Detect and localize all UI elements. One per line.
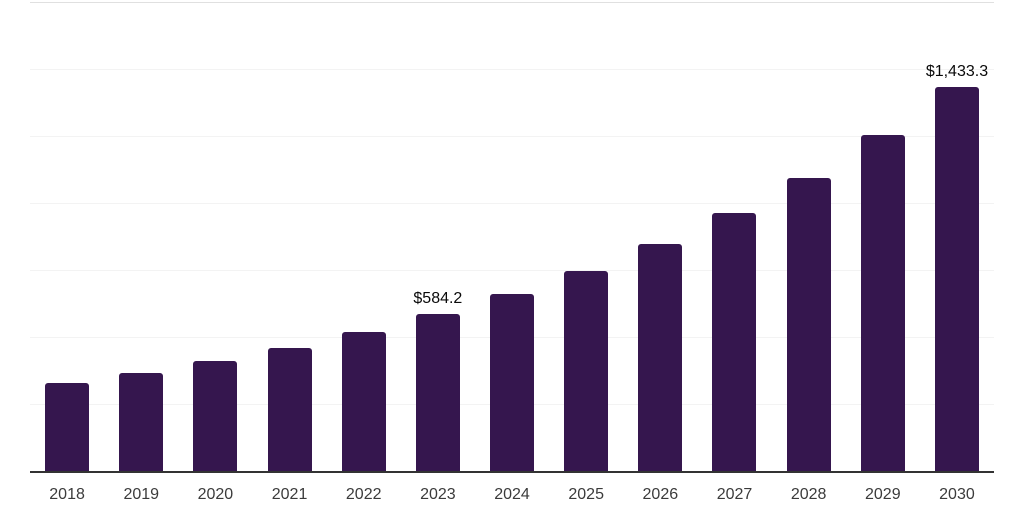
bar-2023 (415, 314, 460, 471)
data-label-2030: $1,433.3 (925, 62, 989, 80)
bar-2026 (638, 243, 683, 471)
bar-cell-2022 (327, 2, 401, 471)
bar-series: $584.2 $1,433.3 (30, 2, 994, 471)
x-tick-2019: 2019 (123, 486, 160, 503)
x-tick-2026: 2026 (642, 486, 679, 503)
bar-2022 (341, 332, 386, 471)
bar-2024 (490, 293, 535, 471)
bar-cell-2023: $584.2 (401, 2, 475, 471)
bar-cell-2027 (697, 2, 771, 471)
bar-chart: $584.2 $1,433.3 2018 2019 2020 2021 2022 2023 2… (30, 2, 994, 504)
x-tick-2027: 2027 (716, 486, 753, 503)
x-tick-2029: 2029 (865, 486, 901, 503)
x-tick-2021: 2021 (271, 486, 308, 503)
bar-2028 (786, 177, 831, 471)
x-tick-2018: 2018 (49, 486, 85, 503)
x-tick-2030: 2030 (939, 486, 975, 503)
bar-2030 (934, 86, 979, 471)
bar-2021 (267, 347, 312, 471)
bar-2025 (564, 270, 609, 471)
x-axis: 2018 2019 2020 2021 2022 2023 2024 2025 2026 2027… (30, 486, 994, 504)
bar-2019 (119, 373, 164, 471)
x-tick-2024: 2024 (494, 486, 530, 503)
bar-cell-2019 (104, 2, 178, 471)
bar-2027 (712, 212, 757, 471)
x-tick-2028: 2028 (790, 486, 827, 503)
x-tick-2023: 2023 (420, 486, 456, 503)
bar-cell-2018 (30, 2, 104, 471)
bar-cell-2025 (549, 2, 623, 471)
bar-cell-2028 (772, 2, 846, 471)
bar-cell-2020 (178, 2, 252, 471)
plot-area: $584.2 $1,433.3 (30, 2, 994, 473)
bar-2018 (45, 382, 90, 471)
bar-2020 (193, 361, 238, 471)
x-tick-2020: 2020 (197, 486, 234, 503)
bar-cell-2021 (252, 2, 326, 471)
bar-cell-2029 (846, 2, 920, 471)
x-tick-2022: 2022 (345, 486, 382, 503)
x-tick-2025: 2025 (568, 486, 604, 503)
bar-2029 (860, 134, 905, 471)
bar-cell-2026 (623, 2, 697, 471)
bar-cell-2030: $1,433.3 (920, 2, 994, 471)
bar-cell-2024 (475, 2, 549, 471)
data-label-2023: $584.2 (413, 290, 463, 308)
